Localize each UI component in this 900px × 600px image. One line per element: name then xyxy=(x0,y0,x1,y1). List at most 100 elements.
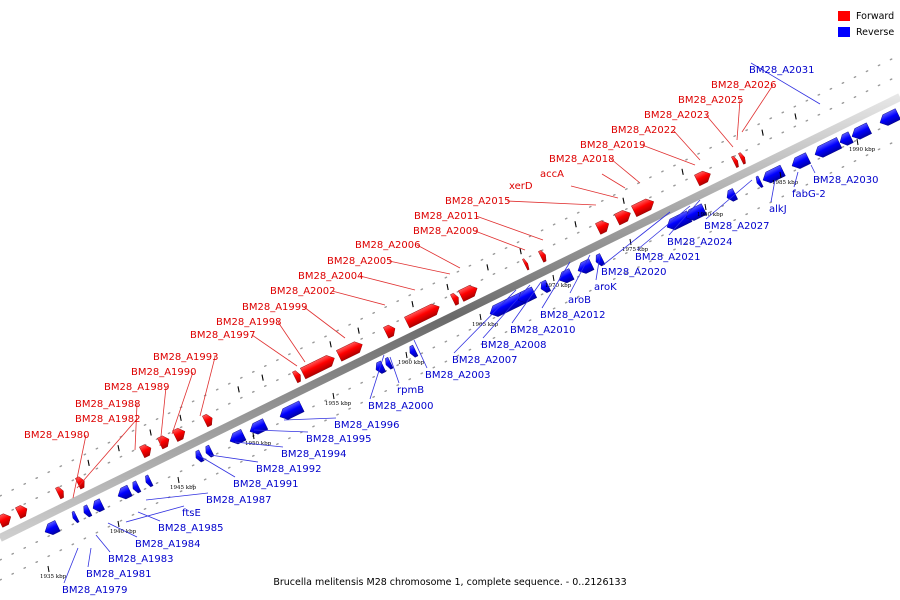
reverse-gene xyxy=(385,357,394,370)
reverse-gene xyxy=(755,175,764,188)
reverse-gene-arrow xyxy=(726,188,738,202)
leader-line xyxy=(145,492,209,501)
leader-line xyxy=(72,434,87,499)
forward-gene xyxy=(731,155,739,168)
feature-tick xyxy=(117,445,120,452)
leader-line xyxy=(482,284,531,339)
leader-line xyxy=(125,505,185,523)
leader-line xyxy=(641,144,696,166)
gene-features xyxy=(0,108,900,535)
gene-label: BM28_A1992 xyxy=(256,464,322,475)
leader-line xyxy=(601,173,626,189)
gene-label: BM28_A2006 xyxy=(355,240,421,251)
leader-line xyxy=(107,522,138,538)
scale-tick-mark xyxy=(405,351,408,359)
scale-tick-label: 1960 kbp xyxy=(398,360,425,366)
reverse-gene xyxy=(132,480,142,494)
reverse-gene xyxy=(375,360,387,374)
gene-label: BM28_A1991 xyxy=(233,479,299,490)
leader-line xyxy=(87,547,92,568)
legend-forward-label: Forward xyxy=(856,10,895,22)
feature-tick xyxy=(574,221,577,228)
scale-tick-mark xyxy=(47,565,50,573)
gene-label: BM28_A1980 xyxy=(24,430,90,441)
forward-gene-arrow xyxy=(383,324,396,339)
reverse-gene xyxy=(83,504,93,518)
reverse-gene-arrow xyxy=(249,418,269,435)
reverse-gene xyxy=(229,429,247,445)
gene-label: BM28_A2031 xyxy=(749,65,815,76)
reverse-gene xyxy=(145,474,154,488)
leader-line xyxy=(453,289,517,354)
leader-line xyxy=(595,254,601,281)
gene-label: BM28_A2023 xyxy=(644,110,710,121)
forward-gene-arrow xyxy=(15,505,28,519)
reverse-gene xyxy=(839,131,854,146)
forward-gene xyxy=(694,170,711,187)
reverse-gene-arrow xyxy=(145,474,154,488)
gene-label: ftsE xyxy=(182,508,201,519)
reverse-gene-arrow xyxy=(375,360,387,374)
leader-line xyxy=(63,547,79,584)
leader-line xyxy=(511,281,542,324)
reverse-gene-arrow xyxy=(577,258,595,274)
reverse-gene-arrow xyxy=(839,131,854,146)
feature-tick xyxy=(179,414,182,421)
leader-line xyxy=(413,339,428,369)
forward-gene-arrow xyxy=(538,250,547,263)
gene-label: aroK xyxy=(594,282,617,293)
forward-gene xyxy=(522,258,530,271)
forward-gene-arrow xyxy=(595,220,610,235)
gene-label: BM28_A1982 xyxy=(75,414,141,425)
leader-line xyxy=(388,260,451,275)
gene-label: BM28_A1981 xyxy=(86,569,152,580)
leader-line xyxy=(636,205,691,251)
scale-tick-mark xyxy=(629,238,632,246)
guide-line xyxy=(0,54,900,497)
scale-tick-mark xyxy=(117,520,120,528)
leader-line xyxy=(741,84,774,133)
reverse-swatch xyxy=(838,27,850,37)
legend-forward: Forward xyxy=(838,8,894,24)
leader-line xyxy=(810,164,816,174)
reverse-gene-arrow xyxy=(229,429,247,445)
gene-label: BM28_A2012 xyxy=(540,310,606,321)
scale-tick-label: 1935 kbp xyxy=(40,574,67,580)
gene-label: BM28_A2008 xyxy=(481,340,547,351)
gene-label: xerD xyxy=(509,181,533,192)
gene-label: BM28_A2011 xyxy=(414,211,480,222)
reverse-gene-arrow xyxy=(205,444,215,458)
reverse-gene-arrow xyxy=(791,152,812,169)
reverse-gene xyxy=(814,137,843,158)
gene-label: BM28_A2002 xyxy=(270,286,336,297)
scale-tick-label: 1970 kbp xyxy=(545,283,572,289)
leader-line xyxy=(134,403,138,451)
gene-label: BM28_A2019 xyxy=(580,140,646,151)
gene-label: BM28_A2004 xyxy=(298,271,364,282)
gene-label: BM28_A1988 xyxy=(75,399,141,410)
leader-line xyxy=(76,418,138,489)
gene-label: rpmB xyxy=(397,385,424,396)
reverse-gene-arrow xyxy=(71,510,80,524)
leader-line xyxy=(303,306,346,339)
forward-gene-arrow xyxy=(139,444,152,459)
leader-line xyxy=(506,200,597,206)
leader-line xyxy=(793,171,799,188)
reverse-gene-arrow xyxy=(385,357,394,370)
scale-tick-label: 1975 kbp xyxy=(622,247,649,253)
leader-line xyxy=(770,179,776,203)
reverse-gene-arrow xyxy=(755,175,764,188)
feature-tick xyxy=(681,168,684,175)
reverse-gene xyxy=(117,484,133,500)
reverse-gene xyxy=(879,108,900,126)
legend-reverse: Reverse xyxy=(838,24,894,40)
forward-gene xyxy=(404,303,440,329)
reverse-gene-arrow xyxy=(762,164,786,184)
gene-label: BM28_A1983 xyxy=(108,554,174,565)
reverse-gene-arrow xyxy=(279,400,305,420)
gene-label: BM28_A2010 xyxy=(510,325,576,336)
gene-label: BM28_A1994 xyxy=(281,449,347,460)
forward-gene-arrow xyxy=(731,155,739,168)
gene-label: BM28_A2000 xyxy=(368,401,434,412)
forward-gene xyxy=(631,198,655,217)
